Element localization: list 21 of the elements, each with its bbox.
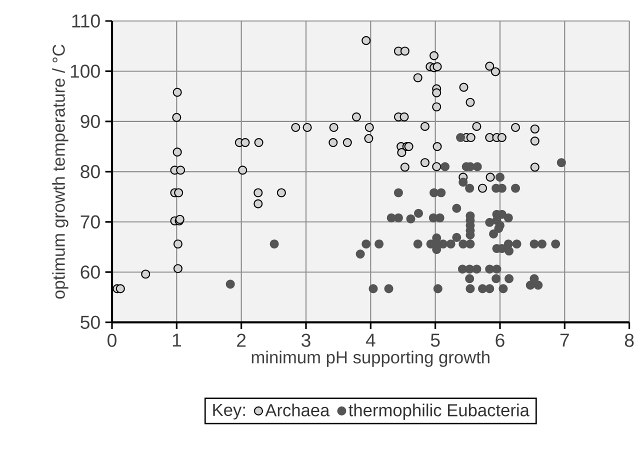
legend-label: thermophilic Eubacteria: [348, 404, 530, 420]
x-tick-label: 8: [624, 334, 634, 347]
y-tick-label: 100: [70, 64, 100, 78]
y-tick-label: 80: [80, 165, 100, 178]
x-tick-label: 2: [237, 334, 246, 347]
legend-label: Archaea: [265, 404, 330, 416]
x-tick-label: 4: [366, 334, 376, 347]
x-tick-label: 0: [108, 334, 116, 347]
y-tick-label: 90: [80, 114, 100, 128]
y-axis-title: optimum growth temperature / °C: [52, 44, 68, 299]
x-tick-label: 5: [430, 334, 440, 347]
x-tick-label: 3: [302, 334, 310, 347]
x-axis-title: minimum pH supporting growth: [252, 350, 490, 367]
y-tick-label: 50: [80, 316, 100, 329]
legend-title: Key:: [213, 404, 245, 420]
x-tick-label: 7: [560, 334, 569, 347]
y-tick-label: 110: [72, 14, 100, 28]
x-tick-label: 1: [172, 334, 181, 347]
y-tick-label: 60: [80, 265, 100, 279]
x-tick-label: 6: [496, 334, 504, 347]
y-tick-label: 70: [80, 215, 100, 229]
